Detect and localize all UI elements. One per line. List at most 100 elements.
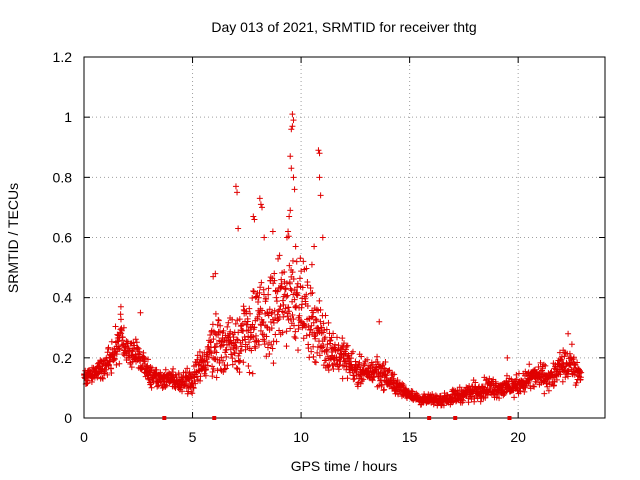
y-tick-label: 1 bbox=[64, 109, 72, 125]
data-point bbox=[316, 352, 323, 359]
data-point bbox=[157, 369, 164, 376]
data-point bbox=[120, 324, 127, 331]
data-point bbox=[287, 153, 294, 160]
data-point bbox=[203, 366, 210, 373]
data-point bbox=[568, 341, 575, 348]
y-tick-label: 1.2 bbox=[53, 49, 73, 65]
data-point bbox=[207, 332, 214, 339]
data-point bbox=[298, 301, 305, 308]
data-point bbox=[287, 285, 294, 292]
data-point bbox=[307, 290, 314, 297]
data-point bbox=[288, 165, 295, 172]
data-point bbox=[290, 316, 297, 323]
data-point bbox=[170, 365, 177, 372]
data-point bbox=[162, 383, 169, 390]
data-point bbox=[325, 319, 332, 326]
data-point bbox=[295, 347, 302, 354]
data-point bbox=[273, 298, 280, 305]
data-point bbox=[117, 326, 124, 333]
data-point bbox=[345, 352, 352, 359]
data-point bbox=[273, 294, 280, 301]
data-point bbox=[374, 359, 381, 366]
data-point bbox=[294, 284, 301, 291]
data-point bbox=[307, 285, 314, 292]
data-point bbox=[220, 327, 227, 334]
data-point bbox=[233, 343, 240, 350]
data-point bbox=[286, 308, 293, 315]
data-point bbox=[558, 356, 565, 363]
data-point bbox=[133, 339, 140, 346]
data-point bbox=[276, 327, 283, 334]
data-point bbox=[255, 341, 262, 348]
data-point bbox=[303, 291, 310, 298]
data-point bbox=[327, 337, 334, 344]
data-point bbox=[250, 288, 257, 295]
data-point bbox=[292, 335, 299, 342]
data-point bbox=[496, 395, 503, 402]
data-point bbox=[207, 338, 214, 345]
data-point bbox=[131, 342, 138, 349]
data-point bbox=[155, 382, 162, 389]
data-point bbox=[308, 348, 315, 355]
y-axis-label: SRMTID / TECUs bbox=[5, 183, 21, 293]
data-point bbox=[128, 364, 135, 371]
data-point bbox=[238, 347, 245, 354]
data-point bbox=[553, 376, 560, 383]
data-point bbox=[299, 284, 306, 291]
x-axis-label: GPS time / hours bbox=[291, 458, 398, 474]
data-point bbox=[257, 327, 264, 334]
data-point bbox=[281, 309, 288, 316]
axis-marker bbox=[507, 416, 512, 420]
data-point bbox=[246, 369, 253, 376]
data-point bbox=[429, 391, 436, 398]
data-point bbox=[204, 358, 211, 365]
data-point bbox=[526, 361, 533, 368]
data-point bbox=[545, 387, 552, 394]
data-point bbox=[251, 343, 258, 350]
data-point bbox=[234, 189, 241, 196]
x-tick-label: 10 bbox=[293, 429, 309, 445]
data-point bbox=[220, 369, 227, 376]
axis-marker bbox=[162, 416, 167, 420]
data-point bbox=[308, 314, 315, 321]
data-point bbox=[272, 331, 279, 338]
data-point bbox=[281, 268, 288, 275]
data-point bbox=[276, 252, 283, 259]
data-point bbox=[274, 288, 281, 295]
data-point bbox=[477, 398, 484, 405]
data-point bbox=[286, 262, 293, 269]
data-point bbox=[350, 372, 357, 379]
data-point bbox=[190, 385, 197, 392]
data-point bbox=[239, 337, 246, 344]
data-point bbox=[335, 342, 342, 349]
data-point bbox=[269, 228, 276, 235]
data-point bbox=[275, 255, 282, 262]
data-point bbox=[265, 285, 272, 292]
data-point bbox=[283, 343, 290, 350]
data-point bbox=[330, 355, 337, 362]
data-point bbox=[234, 365, 241, 372]
data-point bbox=[378, 382, 385, 389]
data-point bbox=[303, 332, 310, 339]
data-point bbox=[286, 213, 293, 220]
data-point bbox=[310, 309, 317, 316]
data-point bbox=[285, 304, 292, 311]
data-point bbox=[99, 374, 106, 381]
data-point bbox=[291, 186, 298, 193]
data-point bbox=[268, 325, 275, 332]
data-point bbox=[224, 323, 231, 330]
data-point bbox=[108, 369, 115, 376]
data-point bbox=[277, 303, 284, 310]
data-point bbox=[263, 333, 270, 340]
data-point bbox=[263, 323, 270, 330]
data-point bbox=[259, 307, 266, 314]
axis-marker bbox=[212, 416, 217, 420]
data-point bbox=[566, 350, 573, 357]
y-tick-label: 0 bbox=[64, 410, 72, 426]
data-point bbox=[374, 353, 381, 360]
data-point bbox=[271, 277, 278, 284]
data-point bbox=[244, 321, 251, 328]
data-point bbox=[243, 308, 250, 315]
axis-marker bbox=[453, 416, 458, 420]
data-point bbox=[104, 371, 111, 378]
